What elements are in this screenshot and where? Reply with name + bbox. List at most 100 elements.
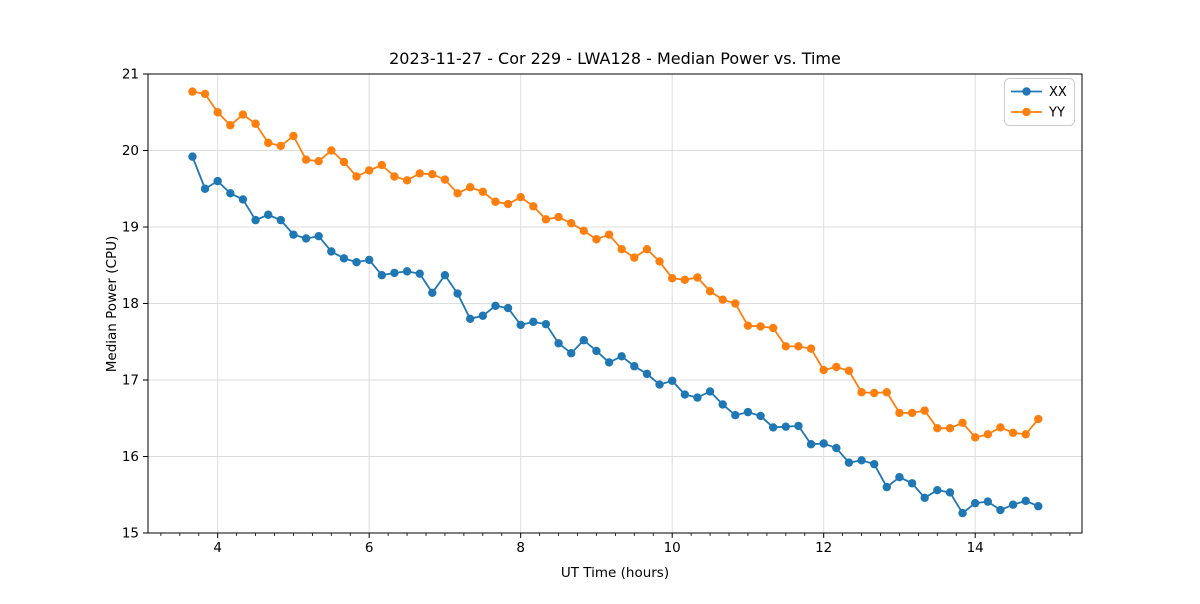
legend-box [1004,78,1075,126]
x-tick-label: 14 [967,540,984,556]
data-point [188,152,197,161]
data-point [680,275,690,284]
data-point [301,155,311,164]
data-point [857,388,866,397]
data-point [390,172,399,181]
data-point [529,317,538,327]
data-point [213,176,222,186]
grid-lines [148,73,1082,534]
data-point [200,184,210,193]
y-tick-label: 19 [122,220,139,236]
x-tick-label: 6 [365,540,374,556]
data-point [529,202,538,211]
data-point [415,169,424,178]
data-point [907,408,917,418]
data-point [731,410,740,420]
data-point [516,192,525,202]
data-point [857,456,866,465]
data-point [377,160,387,170]
data-point [945,488,955,497]
data-point [731,299,740,308]
data-point [491,301,500,310]
data-series [188,87,1043,518]
data-point [667,376,677,385]
data-point [567,349,576,358]
data-point [579,336,588,345]
data-point [276,141,285,151]
data-point [238,195,248,204]
data-point [794,421,803,431]
data-point [503,199,513,209]
data-point [642,244,652,254]
data-point [604,230,614,239]
data-point [870,388,879,398]
data-point [743,321,753,330]
series-yy [188,87,1043,442]
y-tick-label: 16 [122,449,139,465]
data-point [819,439,828,448]
data-point [920,493,929,503]
data-point [933,423,942,433]
data-point [958,418,967,428]
data-point [1034,502,1043,511]
data-point [592,346,601,356]
data-point [339,157,349,167]
data-point [478,187,488,197]
data-point [945,423,955,433]
data-point [844,366,854,376]
data-point [617,352,626,361]
data-point [655,257,664,266]
data-point [377,270,387,280]
y-tick-label: 15 [122,526,139,542]
series-line-xx [191,156,1039,515]
data-point [970,433,980,442]
data-point [705,387,715,396]
data-point [693,273,702,282]
data-point [617,244,626,254]
data-point [958,508,967,518]
data-point [1021,430,1030,439]
y-tick-label: 18 [122,296,139,312]
data-point [200,89,210,99]
data-point [756,411,765,421]
data-point [996,505,1005,515]
data-point [895,408,904,418]
data-point [226,189,235,198]
axis-ticks: 4 6 8 10 12 14 15 16 17 18 19 20 21 [122,67,1071,556]
series-line-yy [192,90,1039,439]
data-point [630,362,639,371]
data-point [251,215,260,225]
data-point [289,131,298,141]
data-point [402,267,412,276]
data-point [983,497,993,506]
data-point [453,189,462,198]
data-point [743,407,753,417]
series-xx [188,152,1043,518]
x-axis-label: UT Time (hours) [561,565,669,581]
data-point [276,215,285,225]
data-point [327,146,336,155]
legend-label-xx: XX [1049,85,1067,100]
data-point [718,295,727,304]
data-point [364,255,374,265]
data-point [516,320,525,330]
data-point [440,270,450,280]
data-point [882,388,891,397]
data-point [554,339,563,348]
data-point [844,458,854,467]
data-point [541,319,551,329]
data-point [718,400,727,409]
data-point [314,157,323,166]
data-point [832,362,841,372]
data-point [465,314,475,323]
data-point [352,257,361,267]
data-point [1008,428,1018,437]
data-point [415,269,424,278]
x-tick-label: 12 [815,540,832,556]
data-point [667,274,677,283]
data-point [503,303,513,313]
data-point [453,289,462,298]
data-point [933,485,942,495]
